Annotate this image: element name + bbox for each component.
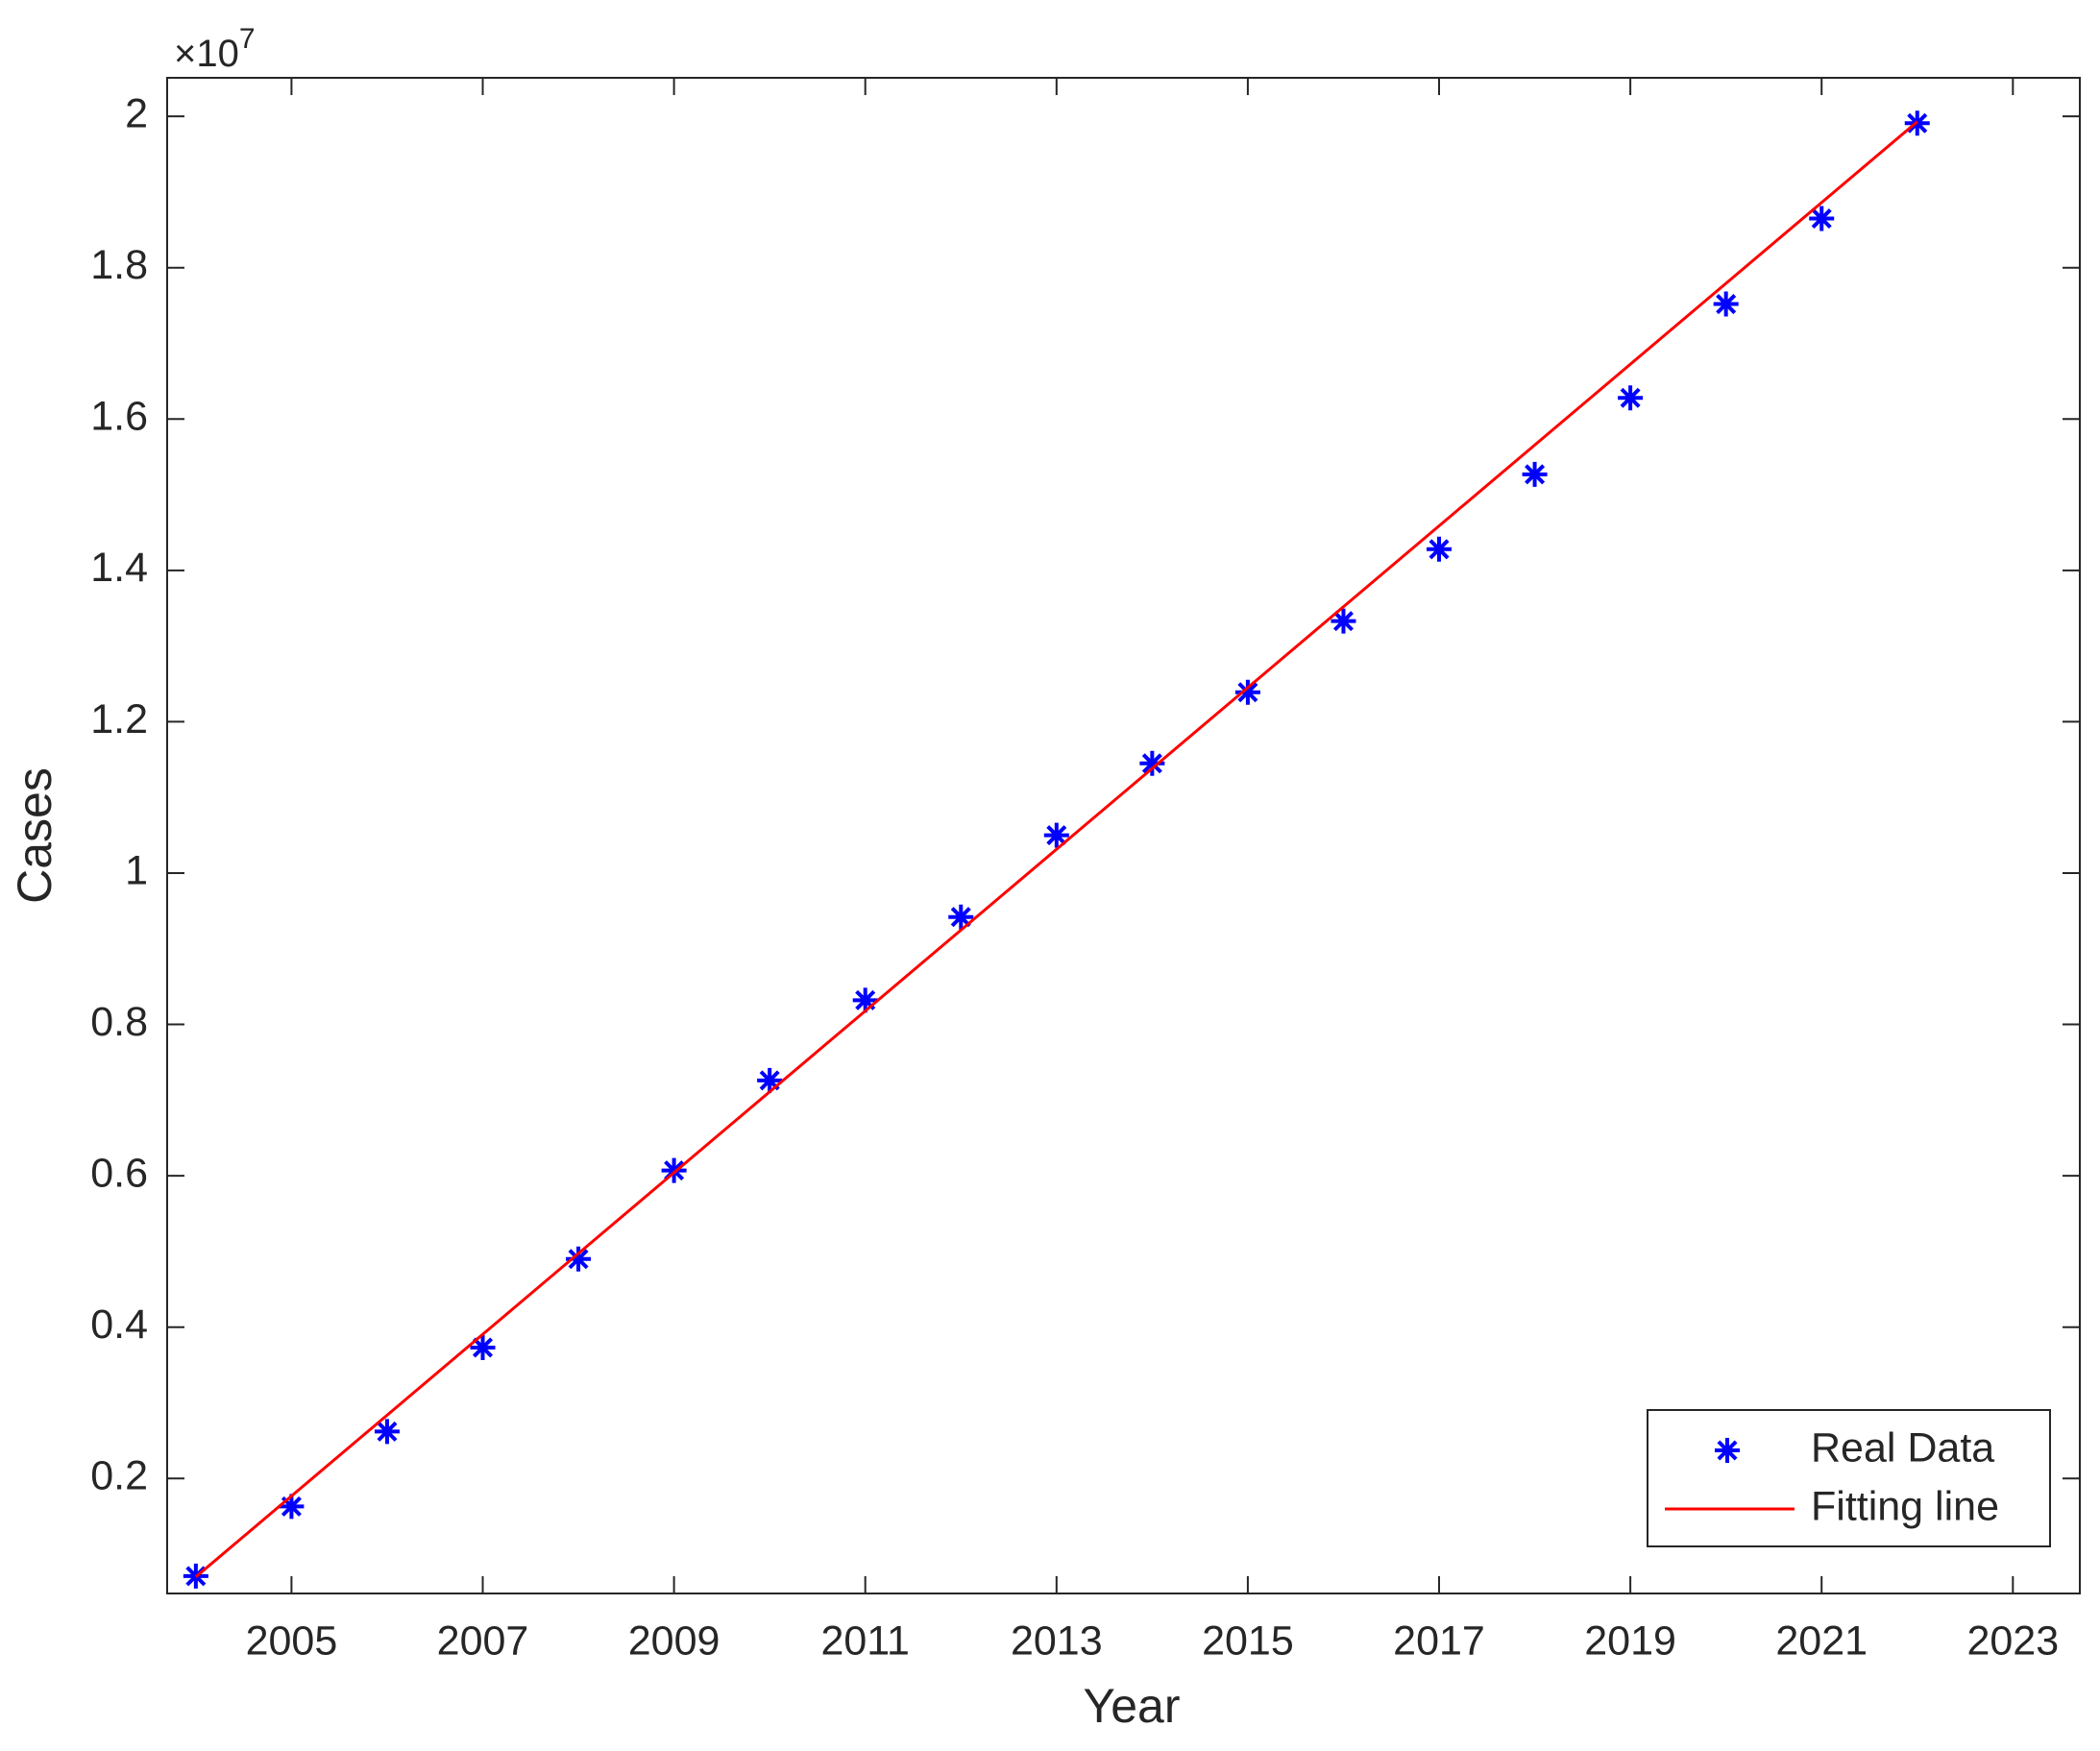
x-tick-label: 2007 (437, 1617, 529, 1664)
y-tick-label: 1.2 (90, 696, 148, 742)
y-tick-label: 1.4 (90, 545, 148, 591)
x-tick-label: 2017 (1393, 1617, 1485, 1664)
x-axis-label: Year (1083, 1679, 1180, 1733)
y-tick-label: 0.6 (90, 1150, 148, 1196)
y-exponent: ×107 (174, 23, 256, 75)
data-point (1331, 608, 1356, 634)
data-point (566, 1246, 592, 1272)
legend-label: Fitting line (1811, 1483, 1999, 1529)
data-point (948, 904, 974, 930)
data-point (1522, 461, 1548, 487)
x-tick-label: 2011 (820, 1617, 909, 1664)
data-point (1043, 822, 1069, 848)
data-point (470, 1334, 496, 1360)
y-exponent-base: ×10 (174, 33, 239, 75)
data-point (1809, 206, 1835, 231)
x-tick-label: 2023 (1966, 1617, 2059, 1664)
x-tick-label: 2015 (1202, 1617, 1294, 1664)
x-tick-label: 2013 (1011, 1617, 1103, 1664)
data-point (279, 1494, 305, 1520)
x-tick-label: 2021 (1775, 1617, 1868, 1664)
fit-line (194, 120, 1918, 1578)
y-exponent-power: 7 (239, 23, 256, 55)
data-point (1713, 291, 1739, 317)
plot-frame (166, 77, 2081, 1594)
y-tick-label: 0.8 (90, 999, 148, 1045)
y-tick-label: 0.2 (90, 1453, 148, 1499)
y-tick-label: 1.6 (90, 394, 148, 440)
y-tick-label: 0.4 (90, 1301, 148, 1348)
y-axis-label: Cases (8, 767, 61, 904)
data-point (1139, 750, 1165, 776)
legend-marker (1715, 1438, 1740, 1463)
x-tick-label: 2009 (628, 1617, 720, 1664)
y-tick-label: 1 (125, 847, 148, 893)
y-tick-label: 2 (125, 91, 148, 137)
data-point (852, 987, 878, 1013)
x-tick-label: 2005 (246, 1617, 338, 1664)
data-point (1618, 385, 1644, 411)
legend-label: Real Data (1811, 1424, 1994, 1471)
data-point (374, 1419, 400, 1445)
data-point (757, 1067, 783, 1093)
x-tick-label: 2019 (1584, 1617, 1676, 1664)
y-tick-label: 1.8 (90, 242, 148, 288)
data-point (661, 1157, 687, 1183)
legend-box (1647, 1409, 2051, 1547)
data-point (1234, 679, 1260, 705)
data-point (1427, 536, 1453, 562)
